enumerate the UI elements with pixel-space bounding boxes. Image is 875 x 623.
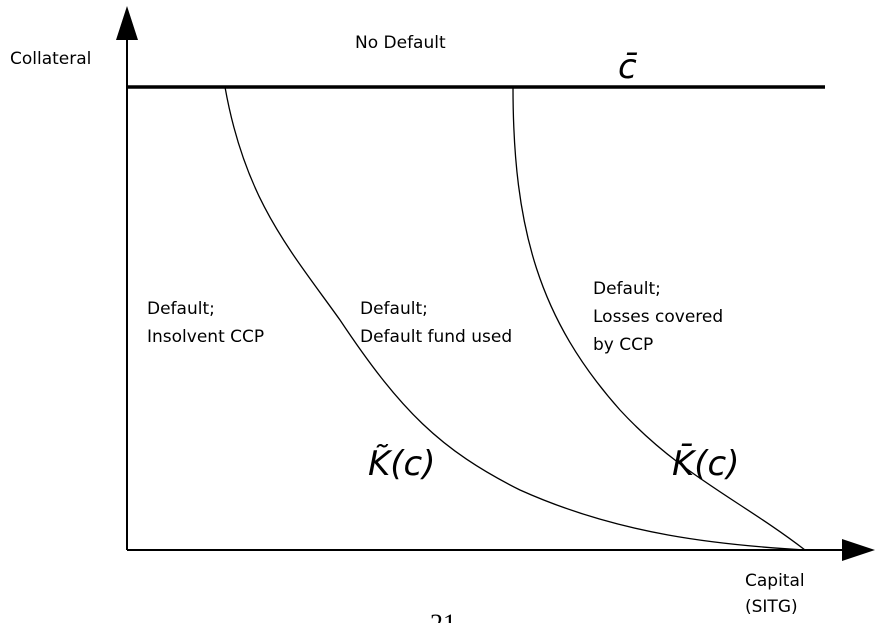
curve-label: K̃(c) — [368, 444, 436, 484]
y-axis-arrow — [116, 6, 138, 40]
curve-label: K̄(c) — [672, 443, 740, 484]
top-region-label: No Default — [355, 33, 446, 53]
region-label: Default fund used — [360, 327, 512, 347]
region-label: Insolvent CCP — [147, 327, 264, 347]
y-axis-label: Collateral — [10, 49, 91, 69]
x-axis-label: (SITG) — [745, 597, 798, 617]
x-axis-label: Capital — [745, 571, 805, 591]
region-label: Default; — [593, 279, 661, 299]
k-bar-curve — [512, 86, 806, 551]
page-number: 21 — [430, 609, 456, 623]
region-label: Default; — [360, 299, 428, 319]
k-tilde-curve — [224, 86, 806, 551]
region-label: by CCP — [593, 335, 653, 355]
x-axis-arrow — [842, 539, 875, 561]
upper-bound-label: c̄ — [618, 47, 638, 87]
region-label: Default; — [147, 299, 215, 319]
region-label: Losses covered — [593, 307, 723, 327]
